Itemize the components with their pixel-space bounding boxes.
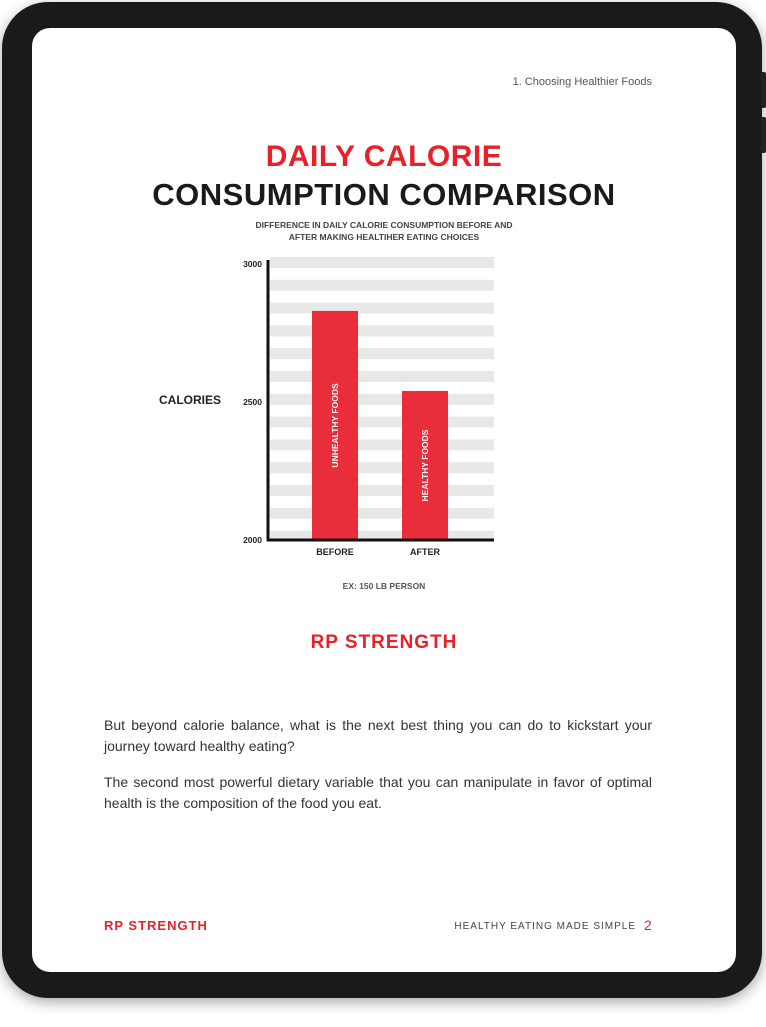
chart-note: EX: 150 LB PERSON <box>342 581 426 591</box>
volume-button <box>761 72 766 108</box>
grid-stripe <box>270 439 494 451</box>
y-tick-label: 2500 <box>243 397 262 407</box>
document-page: 1. Choosing Healthier Foods DAILY CALORI… <box>32 28 736 972</box>
bar-label: HEALTHY FOODS <box>420 429 430 501</box>
grid-stripe <box>270 530 494 542</box>
title-line-1: DAILY CALORIE <box>265 140 503 173</box>
subtitle-line-1: DIFFERENCE IN DAILY CALORIE CONSUMPTION … <box>255 220 513 230</box>
grid-stripe <box>270 393 494 405</box>
grid-stripe <box>270 416 494 428</box>
footer-logo: RP STRENGTH <box>104 918 208 933</box>
page-number: 2 <box>644 917 652 933</box>
grid-stripe <box>270 507 494 519</box>
grid-stripe <box>270 302 494 314</box>
grid-stripe <box>270 348 494 360</box>
x-tick-label: AFTER <box>410 547 440 557</box>
y-axis-label: CALORIES <box>159 393 222 407</box>
rp-strength-logo: RP STRENGTH <box>310 632 458 653</box>
grid-stripe <box>270 279 494 291</box>
x-tick-label: BEFORE <box>316 547 354 557</box>
subtitle-line-2: AFTER MAKING HEALTIHER EATING CHOICES <box>288 232 480 242</box>
grid-stripe <box>270 325 494 337</box>
bar-after <box>402 390 448 540</box>
y-tick-label: 2000 <box>243 535 262 545</box>
volume-button <box>761 117 766 153</box>
title-line-2: CONSUMPTION COMPARISON <box>152 177 616 212</box>
paragraph-2: The second most powerful dietary variabl… <box>104 774 652 811</box>
grid-stripe <box>270 371 494 382</box>
grid-stripe <box>270 462 494 474</box>
chart-subtitle: DIFFERENCE IN DAILY CALORIE CONSUMPTION … <box>32 219 736 243</box>
tablet-frame: 1. Choosing Healthier Foods DAILY CALORI… <box>2 2 766 998</box>
y-tick-label: 3000 <box>243 259 262 269</box>
grid-stripe <box>270 257 494 268</box>
footer-title: HEALTHY EATING MADE SIMPLE <box>454 921 636 932</box>
section-header: 1. Choosing Healthier Foods <box>512 76 652 88</box>
paragraph-1: But beyond calorie balance, what is the … <box>104 717 652 754</box>
bar-label: UNHEALTHY FOODS <box>330 383 340 468</box>
bar-before <box>312 310 358 540</box>
grid-stripe <box>270 485 494 496</box>
bar-chart: UNHEALTHY FOODS BEFORE HEALTHY FOODS AFTER 3… <box>243 257 494 557</box>
